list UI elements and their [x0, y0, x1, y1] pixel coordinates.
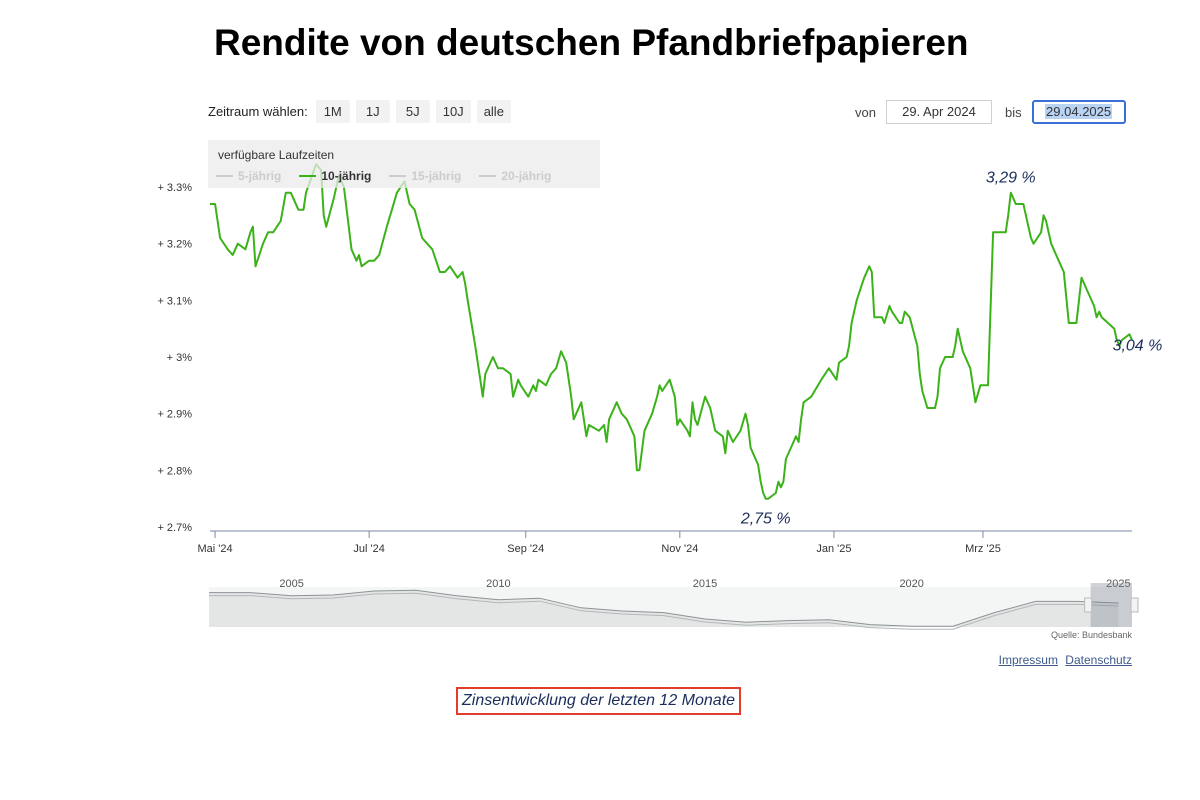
y-tick-label: + 2.9% — [157, 409, 192, 421]
datenschutz-link[interactable]: Datenschutz — [1065, 653, 1132, 667]
y-tick-label: + 3.1% — [157, 295, 192, 307]
date-range: von 29. Apr 2024 bis 29.04.2025 — [855, 100, 1126, 124]
navigator-area — [209, 590, 1119, 627]
y-axis-ticks: + 3.3% + 3.2% + 3.1% + 3% + 2.9% + 2.8% + 2.7% — [157, 182, 192, 534]
x-tick-label: Mrz '25 — [965, 543, 1001, 555]
legend-item-20-jaehrig[interactable]: 20-jährig — [479, 169, 551, 183]
annotation-label: 3,29 % — [986, 170, 1036, 187]
footer-links: Impressum Datenschutz — [995, 653, 1132, 667]
range-button-alle[interactable]: alle — [476, 100, 511, 123]
x-tick-label: Jul '24 — [353, 543, 384, 555]
x-tick-label: Mai '24 — [197, 543, 232, 555]
annotation-label: 2,75 % — [740, 511, 791, 528]
range-button-1j[interactable]: 1J — [355, 100, 390, 123]
y-tick-label: + 2.7% — [157, 522, 192, 534]
navigator-selection[interactable] — [1090, 583, 1132, 627]
navigator-line — [209, 589, 1119, 627]
date-from-label: von — [855, 104, 876, 120]
range-button-5j[interactable]: 5J — [395, 100, 430, 123]
navigator-tick-label: 2010 — [486, 578, 510, 590]
legend-title: verfügbare Laufzeiten — [218, 148, 335, 162]
range-button-1m[interactable]: 1M — [315, 100, 350, 123]
x-tick-label: Sep '24 — [507, 543, 544, 555]
y-tick-label: + 3.3% — [157, 182, 192, 194]
legend-swatch — [479, 175, 497, 177]
navigator-tick-label: 2020 — [899, 578, 923, 590]
y-tick-label: + 2.8% — [157, 465, 192, 477]
range-selector-label: Zeitraum wählen: — [208, 104, 308, 119]
navigator-handle-right[interactable] — [1130, 597, 1139, 613]
y-tick-label: + 3.2% — [157, 239, 192, 251]
legend-item-10-jaehrig[interactable]: 10-jährig — [299, 169, 371, 183]
date-to-value: 29.04.2025 — [1045, 104, 1113, 119]
navigator-tick-label: 2005 — [279, 578, 303, 590]
navigator-handle-left[interactable] — [1084, 597, 1093, 613]
chart-annotations: 3,29 % 2,75 % 3,04 % — [740, 170, 1163, 528]
series-line-10-jaehrig — [210, 163, 1133, 500]
range-selector: Zeitraum wählen: 1M 1J 5J 10J alle — [208, 100, 511, 123]
chart-caption: Zinsentwicklung der letzten 12 Monate — [456, 687, 742, 715]
annotation-label: 3,04 % — [1113, 337, 1163, 354]
impressum-link[interactable]: Impressum — [998, 653, 1058, 667]
navigator-tick-label: 2015 — [693, 578, 717, 590]
legend-label: 20-jährig — [501, 169, 552, 183]
legend-swatch — [216, 175, 233, 177]
legend-label: 15-jährig — [411, 169, 462, 183]
navigator: 2005 2010 2015 2020 2025 — [209, 578, 1139, 630]
x-tick-label: Jan '25 — [816, 543, 851, 555]
source-label: Quelle: Bundesbank — [1051, 630, 1133, 640]
x-tick-label: Nov '24 — [661, 543, 698, 555]
legend-label: 5-jährig — [238, 169, 282, 183]
range-button-10j[interactable]: 10J — [435, 100, 471, 123]
navigator-tick-label: 2025 — [1106, 578, 1130, 590]
legend-label: 10-jährig — [321, 169, 372, 183]
page-title: Rendite von deutschen Pfandbriefpapieren — [214, 22, 969, 63]
legend-item-15-jaehrig[interactable]: 15-jährig — [389, 169, 461, 183]
legend-swatch — [389, 175, 407, 177]
legend: verfügbare Laufzeiten 5-jährig 10-jährig… — [208, 140, 600, 188]
navigator-line-secondary — [209, 592, 1119, 630]
x-axis-ticks: Mai '24 Jul '24 Sep '24 Nov '24 Jan '25 Mrz '… — [197, 531, 1001, 555]
legend-swatch — [299, 175, 317, 177]
date-to-label: bis — [1004, 104, 1022, 120]
legend-item-5-jaehrig[interactable]: 5-jährig — [216, 169, 281, 183]
date-to-input[interactable]: 29.04.2025 — [1031, 100, 1126, 124]
y-tick-label: + 3% — [167, 352, 193, 364]
date-from-input[interactable]: 29. Apr 2024 — [885, 100, 992, 124]
